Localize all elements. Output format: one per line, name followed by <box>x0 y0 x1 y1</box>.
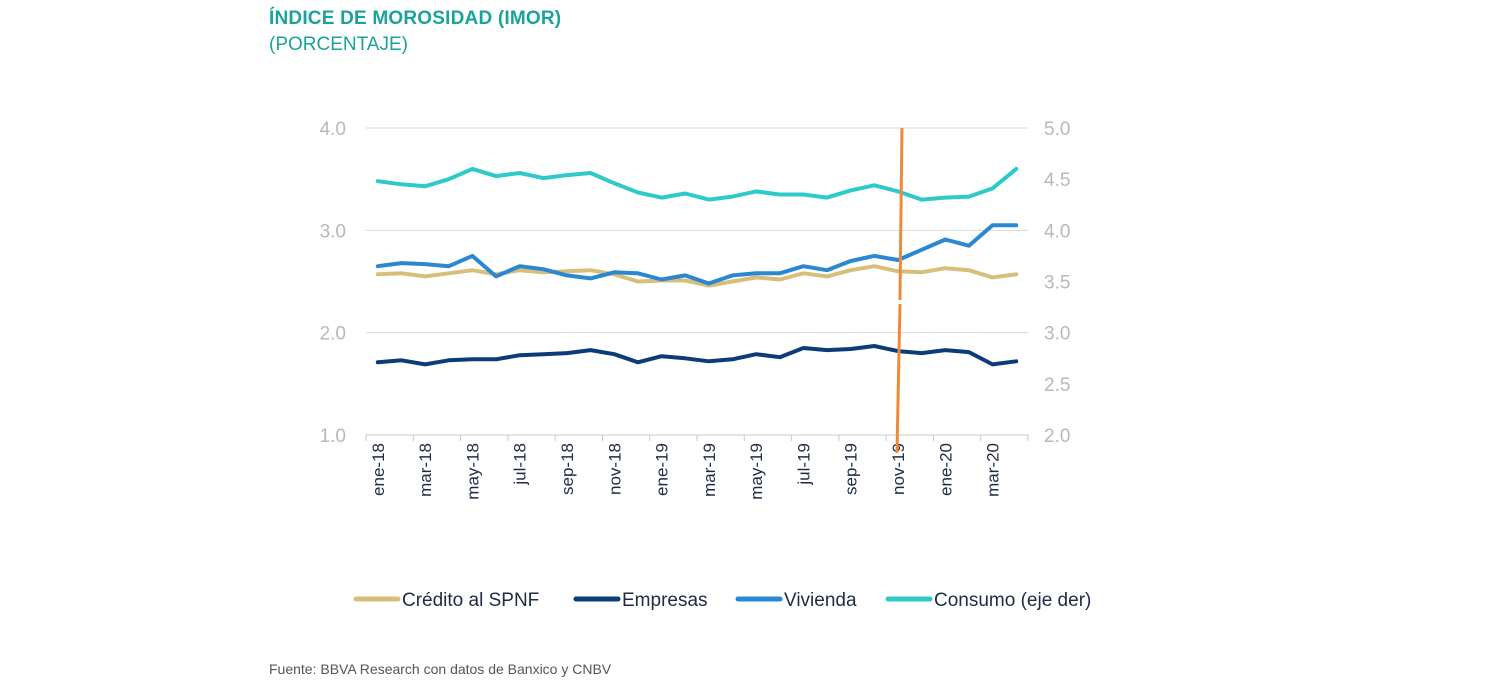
chart-subtitle: (PORCENTAJE) <box>269 34 408 55</box>
source-note: Fuente: BBVA Research con datos de Banxi… <box>269 661 612 677</box>
x-tick-label: nov-18 <box>605 443 624 495</box>
x-tick-label: ene-20 <box>936 443 955 496</box>
gridlines <box>366 127 1028 334</box>
marker-line-upper <box>898 127 904 301</box>
x-tick-label: nov-19 <box>889 443 908 495</box>
legend-label: Crédito al SPNF <box>402 590 539 611</box>
legend-label: Consumo (eje der) <box>934 590 1091 611</box>
marker-line-lower <box>895 303 902 454</box>
x-tick-label: ene-18 <box>369 443 388 496</box>
y-right-tick-label: 4.5 <box>1044 170 1070 191</box>
y-left-tick-label: 1.0 <box>320 426 346 447</box>
series-line <box>375 344 1019 367</box>
chart-title: ÍNDICE DE MOROSIDAD (IMOR) <box>269 8 562 29</box>
x-tick-label: sep-19 <box>842 443 861 495</box>
x-tick-label: ene-19 <box>653 443 672 496</box>
legend-label: Vivienda <box>784 590 857 611</box>
x-tick-label: sep-18 <box>558 443 577 495</box>
series-line <box>375 264 1019 288</box>
x-tick-label: may-19 <box>747 443 766 500</box>
x-tick-label: mar-20 <box>984 443 1003 497</box>
series-line <box>375 166 1019 202</box>
x-tick-label: jul-18 <box>511 443 530 486</box>
y-right-tick-label: 3.5 <box>1044 273 1070 294</box>
x-tick-label: may-18 <box>463 443 482 500</box>
series-line <box>375 223 1019 286</box>
y-left-tick-label: 3.0 <box>320 221 346 242</box>
x-tick-label: mar-18 <box>416 443 435 497</box>
y-left-tick-label: 2.0 <box>320 324 346 345</box>
x-tick-label: jul-19 <box>794 443 813 486</box>
x-tick-label: mar-19 <box>700 443 719 497</box>
y-right-tick-label: 4.0 <box>1044 221 1070 242</box>
series-lines <box>375 166 1019 367</box>
y-right-tick-label: 2.5 <box>1044 375 1070 396</box>
y-right-tick-label: 2.0 <box>1044 426 1070 447</box>
line-chart: 1.0 2.0 3.0 4.0 2.0 2.5 3.0 3.5 4.0 4.5 5.0 ene-18 m… <box>320 119 1092 611</box>
y-right-tick-label: 5.0 <box>1044 119 1070 140</box>
legend-label: Empresas <box>622 590 708 611</box>
y-left-tick-label: 4.0 <box>320 119 346 140</box>
axes: 1.0 2.0 3.0 4.0 2.0 2.5 3.0 3.5 4.0 4.5 5.0 ene-18 m… <box>320 119 1071 500</box>
marker-line <box>895 127 904 454</box>
legend: Crédito al SPNF Empresas Vivienda Consumo (… <box>353 590 1091 611</box>
y-right-tick-label: 3.0 <box>1044 324 1070 345</box>
